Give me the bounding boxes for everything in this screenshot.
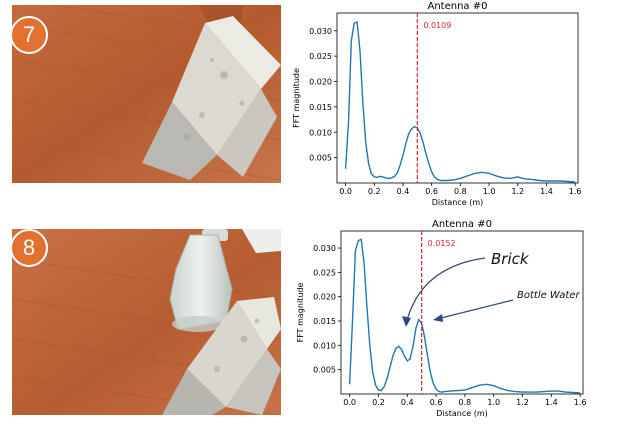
annotation-brick-arrow [405, 257, 486, 325]
plot-frame [336, 12, 579, 184]
annotation-brick-arrowhead [402, 316, 411, 327]
x-tick-label: 1.4 [540, 187, 553, 196]
y-axis-label: FFT magnitude [296, 283, 305, 343]
annotation-bottle-water: Bottle Water [517, 290, 580, 301]
panel-badge-7: 7 [10, 16, 48, 54]
x-axis-label: Distance (m) [436, 409, 488, 418]
brick-and-bottle-photo-image [12, 229, 281, 415]
x-axis-label: Distance (m) [432, 198, 484, 207]
y-tick-label: 0.015 [313, 317, 336, 326]
fft-series-line [344, 21, 576, 183]
y-tick-label: 0.030 [309, 27, 332, 36]
y-tick-label: 0.030 [313, 244, 336, 253]
fft-series-line [348, 238, 581, 394]
x-tick-label: 1.2 [511, 187, 524, 196]
annotation-bottle-arrow [436, 299, 514, 320]
y-tick-label: 0.010 [309, 128, 332, 137]
x-tick-label: 0.0 [343, 398, 356, 407]
x-tick-label: 0.8 [459, 398, 472, 407]
peak-marker-label: 0.0109 [423, 21, 451, 30]
x-tick-label: 0.4 [401, 398, 414, 407]
annotation-bottle-arrowhead [433, 314, 443, 322]
x-tick-label: 0.8 [454, 187, 467, 196]
x-tick-label: 1.6 [574, 398, 587, 407]
chart-title: Antenna #0 [428, 1, 488, 12]
x-tick-label: 1.0 [487, 398, 500, 407]
x-tick-label: 1.6 [569, 187, 582, 196]
x-tick-label: 1.2 [516, 398, 529, 407]
brick-photo-image [12, 5, 281, 183]
y-axis-label: FFT magnitude [292, 68, 301, 128]
x-tick-label: 1.0 [483, 187, 496, 196]
x-tick-label: 1.4 [545, 398, 558, 407]
y-tick-label: 0.025 [309, 52, 332, 61]
y-tick-label: 0.025 [313, 268, 336, 277]
y-tick-label: 0.020 [313, 293, 336, 302]
y-tick-label: 0.005 [313, 366, 336, 375]
x-tick-label: 0.4 [397, 187, 410, 196]
x-tick-label: 0.6 [430, 398, 443, 407]
fft-chart-panel-8: Antenna #0 0.0 0.2 0.4 0.6 0.8 1.0 1.2 1.4 1.6 0.0… [285, 212, 590, 418]
fft-chart-panel-7: Antenna #0 0.0 0.2 0.4 0.6 0.8 1.0 1.2 1.4 1.6 0.0… [285, 0, 585, 212]
panel-badge-8: 8 [10, 229, 48, 267]
x-tick-label: 0.2 [372, 398, 385, 407]
y-tick-label: 0.015 [309, 103, 332, 112]
photo-brick-and-bottle [12, 229, 281, 415]
annotation-brick: Brick [491, 250, 530, 268]
peak-marker-label: 0.0152 [428, 239, 456, 248]
photo-brick [12, 5, 281, 183]
fft-chart-7-svg: Antenna #0 0.0 0.2 0.4 0.6 0.8 1.0 1.2 1.4 1.6 0.0… [292, 1, 582, 207]
x-tick-label: 0.2 [368, 187, 381, 196]
fft-chart-8-svg: Antenna #0 0.0 0.2 0.4 0.6 0.8 1.0 1.2 1.4 1.6 0.0… [296, 219, 587, 418]
plot-frame [340, 230, 584, 395]
y-tick-label: 0.005 [309, 154, 332, 163]
x-tick-label: 0.0 [339, 187, 352, 196]
chart-title: Antenna #0 [432, 219, 492, 230]
y-tick-label: 0.020 [309, 78, 332, 87]
y-tick-label: 0.010 [313, 341, 336, 350]
x-tick-label: 0.6 [425, 187, 438, 196]
